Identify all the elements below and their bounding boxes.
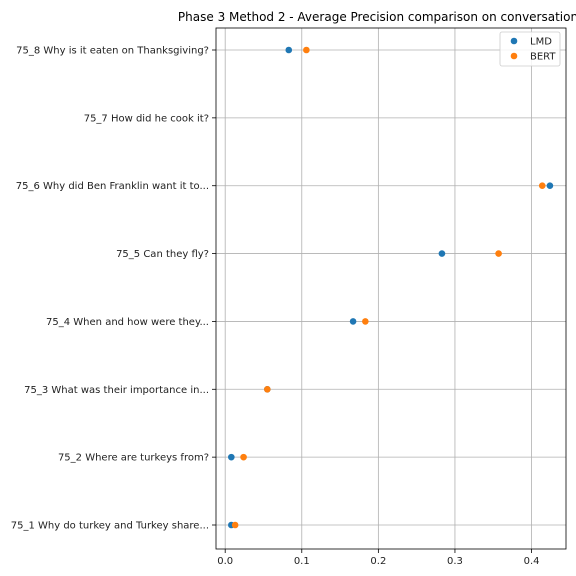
- x-tick-label: 0.0: [217, 556, 233, 567]
- data-point-bert: [495, 250, 502, 257]
- data-point-lmd: [228, 453, 235, 461]
- data-point-lmd: [438, 250, 446, 257]
- legend: LMD BERT: [499, 31, 561, 67]
- y-tick-label: 75_4 When and how were they...: [46, 317, 209, 328]
- data-point-lmd: [285, 46, 293, 54]
- data-point-bert: [240, 453, 247, 461]
- y-tick-label: 75_8 Why is it eaten on Thanksgiving?: [16, 46, 209, 57]
- grid: [216, 28, 566, 549]
- data-points: [228, 46, 554, 529]
- legend-label-lmd: LMD: [530, 37, 552, 48]
- y-tick-label: 75_2 Where are turkeys from?: [58, 453, 209, 464]
- data-point-lmd: [546, 182, 554, 190]
- x-tick-label: 0.2: [370, 556, 386, 567]
- data-point-lmd: [349, 318, 357, 325]
- data-point-bert: [362, 318, 369, 325]
- legend-label-bert: BERT: [530, 52, 556, 63]
- x-tick-label: 0.3: [447, 556, 463, 567]
- data-point-bert: [231, 521, 239, 529]
- y-tick-label: 75_7 How did he cook it?: [84, 113, 209, 124]
- legend-marker-bert: [510, 52, 518, 60]
- legend-marker-lmd: [510, 37, 518, 45]
- y-tick-label: 75_6 Why did Ben Franklin want it to...: [16, 181, 209, 192]
- y-tick-label: 75_1 Why do turkey and Turkey share...: [11, 521, 209, 532]
- chart-title: Phase 3 Method 2 - Average Precision com…: [178, 10, 576, 24]
- x-tick-label: 0.4: [524, 556, 540, 567]
- y-tick-label: 75_5 Can they fly?: [116, 249, 209, 260]
- data-point-bert: [264, 385, 271, 393]
- y-tick-label: 75_3 What was their importance in...: [24, 385, 209, 396]
- axes: 0.0 0.1 0.2 0.3 0.4 75_1 Why do turkey and Tu…: [11, 27, 567, 567]
- data-point-bert: [303, 46, 310, 54]
- plot-frame: [215, 27, 567, 550]
- data-point-bert: [538, 182, 546, 190]
- x-tick-label: 0.1: [294, 556, 310, 567]
